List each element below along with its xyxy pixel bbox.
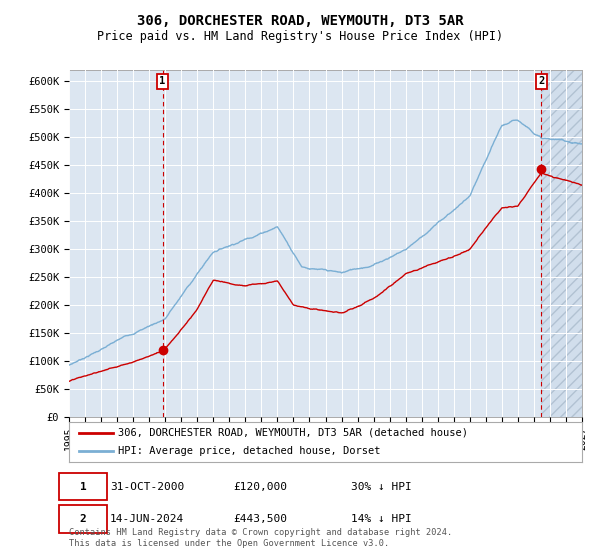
Text: Price paid vs. HM Land Registry's House Price Index (HPI): Price paid vs. HM Land Registry's House … [97,30,503,43]
Text: Contains HM Land Registry data © Crown copyright and database right 2024.
This d: Contains HM Land Registry data © Crown c… [69,528,452,548]
FancyBboxPatch shape [59,473,107,500]
Text: £443,500: £443,500 [233,514,287,524]
Text: 1: 1 [160,76,166,86]
Text: 30% ↓ HPI: 30% ↓ HPI [351,482,412,492]
Text: 31-OCT-2000: 31-OCT-2000 [110,482,184,492]
Bar [541,70,582,417]
Bar [541,70,582,417]
Text: 14-JUN-2024: 14-JUN-2024 [110,514,184,524]
FancyBboxPatch shape [59,506,107,533]
Text: HPI: Average price, detached house, Dorset: HPI: Average price, detached house, Dors… [118,446,380,456]
Text: 14% ↓ HPI: 14% ↓ HPI [351,514,412,524]
Text: 2: 2 [538,76,544,86]
Text: 2: 2 [80,514,86,524]
Text: 306, DORCHESTER ROAD, WEYMOUTH, DT3 5AR (detached house): 306, DORCHESTER ROAD, WEYMOUTH, DT3 5AR … [118,428,468,437]
Text: 306, DORCHESTER ROAD, WEYMOUTH, DT3 5AR: 306, DORCHESTER ROAD, WEYMOUTH, DT3 5AR [137,14,463,28]
Text: £120,000: £120,000 [233,482,287,492]
Text: 1: 1 [80,482,86,492]
